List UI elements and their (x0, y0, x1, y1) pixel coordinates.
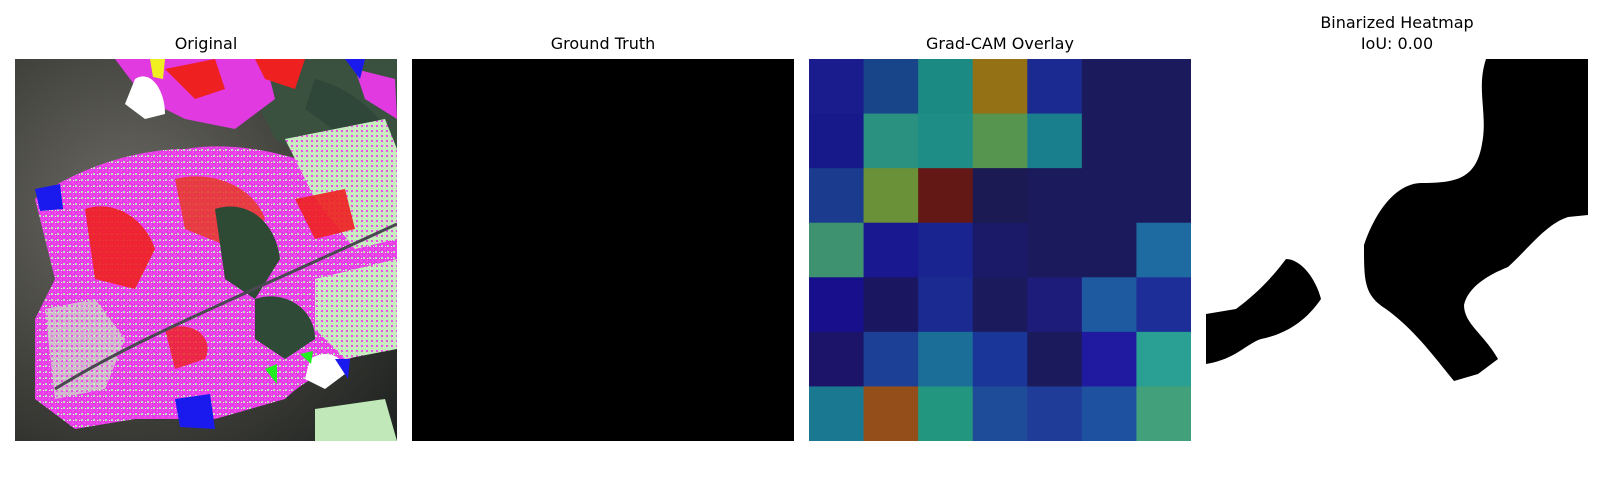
gradcam-cell-4-4 (1027, 277, 1083, 333)
gradcam-cell-2-1 (863, 168, 919, 224)
gradcam-cell-1-3 (972, 113, 1028, 169)
gradcam-overlay (809, 59, 1191, 441)
gradcam-cell-5-3 (972, 331, 1028, 387)
gradcam-cell-3-5 (1081, 222, 1137, 278)
ground-truth-mask (412, 59, 794, 441)
gradcam-cell-4-5 (1081, 277, 1137, 333)
gradcam-cell-1-2 (918, 113, 974, 169)
gradcam-cell-2-5 (1081, 168, 1137, 224)
gradcam-cell-2-6 (1136, 168, 1191, 224)
gradcam-cell-1-5 (1081, 113, 1137, 169)
gradcam-cell-5-6 (1136, 331, 1191, 387)
gradcam-cell-1-1 (863, 113, 919, 169)
heatmap-region-left (1206, 259, 1321, 364)
gradcam-cell-3-2 (918, 222, 974, 278)
iou-score: IoU: 0.00 (1360, 34, 1434, 53)
gradcam-cell-1-6 (1136, 113, 1191, 169)
gradcam-cell-5-2 (918, 331, 974, 387)
gradcam-cell-4-0 (809, 277, 865, 333)
gradcam-cell-2-2 (918, 168, 974, 224)
gradcam-cell-2-4 (1027, 168, 1083, 224)
original-image (15, 59, 397, 441)
heatmap-region-right (1364, 59, 1588, 381)
gradcam-cell-3-3 (972, 222, 1028, 278)
gradcam-cell-0-3 (972, 59, 1028, 115)
gradcam-cell-6-4 (1027, 386, 1083, 441)
gradcam-cell-3-6 (1136, 222, 1191, 278)
gradcam-cell-6-1 (863, 386, 919, 441)
gradcam-cell-3-1 (863, 222, 919, 278)
ground-truth-title: Ground Truth (550, 34, 656, 53)
gradcam-cell-0-6 (1136, 59, 1191, 115)
gradcam-cell-4-3 (972, 277, 1028, 333)
gradcam-cell-0-4 (1027, 59, 1083, 115)
gradcam-cell-5-0 (809, 331, 865, 387)
binarized-heatmap (1206, 59, 1588, 441)
gradcam-cell-0-5 (1081, 59, 1137, 115)
gradcam-cell-0-2 (918, 59, 974, 115)
gradcam-cell-0-0 (809, 59, 865, 115)
gradcam-cell-4-6 (1136, 277, 1191, 333)
gradcam-cell-3-0 (809, 222, 865, 278)
gradcam-cell-3-4 (1027, 222, 1083, 278)
gradcam-cell-2-0 (809, 168, 865, 224)
gradcam-cell-4-1 (863, 277, 919, 333)
gradcam-cell-6-6 (1136, 386, 1191, 441)
original-title: Original (174, 34, 238, 53)
gradcam-overlay-title: Grad-CAM Overlay (926, 34, 1074, 53)
gradcam-cell-6-0 (809, 386, 865, 441)
gradcam-cell-1-0 (809, 113, 865, 169)
gradcam-cell-6-5 (1081, 386, 1137, 441)
binarized-heatmap-title: Binarized Heatmap (1320, 13, 1474, 32)
gradcam-cell-5-4 (1027, 331, 1083, 387)
gradcam-cell-4-2 (918, 277, 974, 333)
gradcam-cell-6-2 (918, 386, 974, 441)
gradcam-cell-2-3 (972, 168, 1028, 224)
gradcam-cell-1-4 (1027, 113, 1083, 169)
gradcam-cell-5-1 (863, 331, 919, 387)
gradcam-cell-0-1 (863, 59, 919, 115)
gradcam-cell-5-5 (1081, 331, 1137, 387)
gradcam-cell-6-3 (972, 386, 1028, 441)
